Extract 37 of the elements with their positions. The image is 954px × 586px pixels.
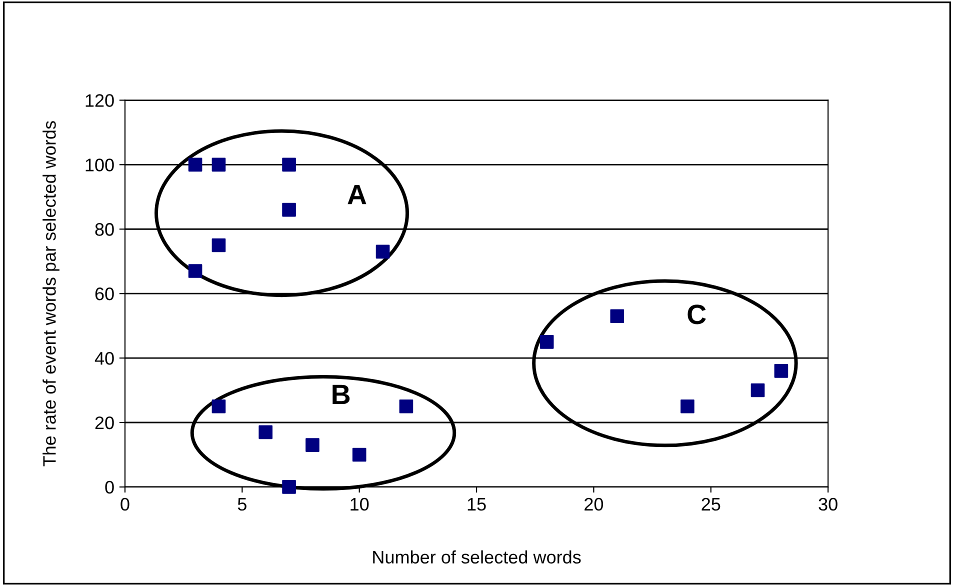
point xyxy=(282,480,296,494)
point xyxy=(212,158,226,172)
y-tick-label: 40 xyxy=(94,352,114,365)
point xyxy=(399,399,414,414)
x-axis-title: Number of selected words xyxy=(373,550,581,564)
point xyxy=(212,238,226,252)
point xyxy=(282,202,296,217)
x-tick-label: 25 xyxy=(702,498,720,511)
x-tick-label: 5 xyxy=(238,498,246,511)
point xyxy=(306,438,320,452)
y-tick-label: 80 xyxy=(95,223,114,236)
x-tick-label: 30 xyxy=(818,498,838,511)
point xyxy=(750,383,765,398)
x-tick-label: 10 xyxy=(350,498,369,511)
point xyxy=(282,158,296,172)
x-tick-label: 20 xyxy=(584,498,604,511)
point xyxy=(212,399,226,414)
point xyxy=(376,244,390,259)
annotation: C xyxy=(688,304,706,324)
y-tick-label: 60 xyxy=(95,288,114,300)
annotation: B xyxy=(332,384,350,404)
y-axis-title: The rate of event words par selected words xyxy=(42,121,60,466)
x-tick-label: 15 xyxy=(468,498,486,511)
point xyxy=(352,448,366,462)
point xyxy=(540,335,554,349)
point xyxy=(188,158,202,172)
annotation: A xyxy=(348,184,366,204)
point xyxy=(188,264,202,278)
y-tick-label: 100 xyxy=(86,158,114,172)
point xyxy=(610,309,624,324)
point xyxy=(774,364,788,378)
y-tick-label: 120 xyxy=(86,94,114,107)
point xyxy=(680,399,694,414)
y-tick-label: 0 xyxy=(105,480,114,494)
x-tick-label: 0 xyxy=(120,498,130,511)
point xyxy=(258,425,272,440)
y-tick-label: 20 xyxy=(95,416,114,430)
